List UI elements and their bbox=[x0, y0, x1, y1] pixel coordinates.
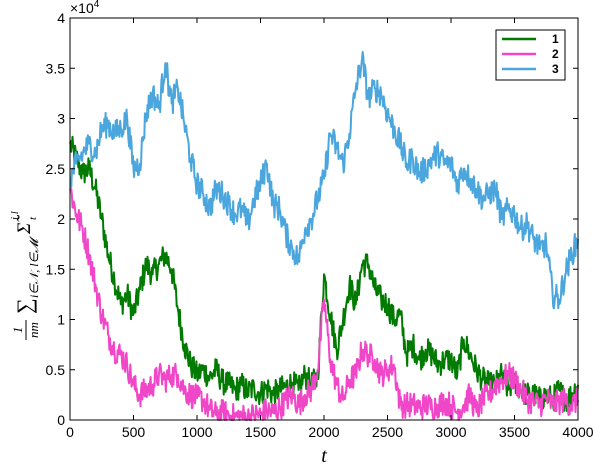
svg-text:nm: nm bbox=[26, 322, 41, 338]
svg-text:t: t bbox=[27, 216, 39, 220]
y-tick-label: 0 bbox=[57, 412, 65, 428]
y-title-sigma-subscript: t bbox=[27, 216, 39, 220]
svg-text:1: 1 bbox=[10, 327, 25, 334]
y-tick-label: 1.5 bbox=[46, 261, 66, 277]
svg-text:i∈𝒩, l∈𝓜: i∈𝒩, l∈𝓜 bbox=[27, 236, 41, 298]
legend-label-1: 1 bbox=[552, 32, 559, 46]
x-tick-label: 4000 bbox=[562, 424, 593, 440]
x-tick-label: 3000 bbox=[435, 424, 466, 440]
y-title-sum-subscript: i∈𝒩, l∈𝓜 bbox=[27, 236, 41, 298]
x-tick-label: 1500 bbox=[245, 424, 276, 440]
svg-text:i,l: i,l bbox=[9, 211, 21, 220]
y-tick-label: 3.5 bbox=[46, 60, 66, 76]
plot-area bbox=[70, 18, 578, 420]
y-title-frac-den: nm bbox=[26, 322, 41, 338]
series-line-1 bbox=[69, 135, 579, 412]
legend-label-2: 2 bbox=[552, 47, 559, 61]
svg-text:∑: ∑ bbox=[12, 298, 37, 314]
y-tick-label: 0.5 bbox=[46, 362, 66, 378]
x-tick-label: 2500 bbox=[372, 424, 403, 440]
y-axis-title: 1 nm ∑ i∈𝒩, l∈𝓜 Σ̃ i,l t bbox=[9, 211, 41, 340]
y-tick-label: 2 bbox=[57, 211, 65, 227]
series-line-3 bbox=[69, 51, 579, 310]
y-tick-label: 2.5 bbox=[46, 161, 66, 177]
y-tick-label: 1 bbox=[57, 312, 65, 328]
x-tick-label: 0 bbox=[66, 424, 74, 440]
y-tick-label: 4 bbox=[57, 10, 65, 26]
x-tick-label: 2000 bbox=[308, 424, 339, 440]
series-line-2 bbox=[69, 188, 579, 421]
series-layer bbox=[69, 51, 579, 421]
y-title-sigma-superscript: i,l bbox=[9, 211, 21, 220]
x-tick-label: 500 bbox=[122, 424, 146, 440]
y-tick-label: 3 bbox=[57, 111, 65, 127]
legend-label-3: 3 bbox=[552, 62, 559, 76]
x-tick-label: 1000 bbox=[181, 424, 212, 440]
x-axis: 0 500 1000 1500 2000 2500 3000 3500 4000 bbox=[66, 18, 594, 440]
legend: 123 bbox=[495, 29, 566, 81]
x-tick-label: 3500 bbox=[499, 424, 530, 440]
y-axis: 0 0.5 1 1.5 2 2.5 3 3.5 4 bbox=[46, 10, 578, 428]
y-exponent-label: ×104 bbox=[70, 0, 100, 16]
y-title-frac-num: 1 bbox=[10, 327, 25, 334]
y-exponent-power: 4 bbox=[94, 0, 100, 10]
y-title-sum: ∑ bbox=[12, 298, 37, 314]
x-axis-title: t bbox=[321, 445, 327, 467]
